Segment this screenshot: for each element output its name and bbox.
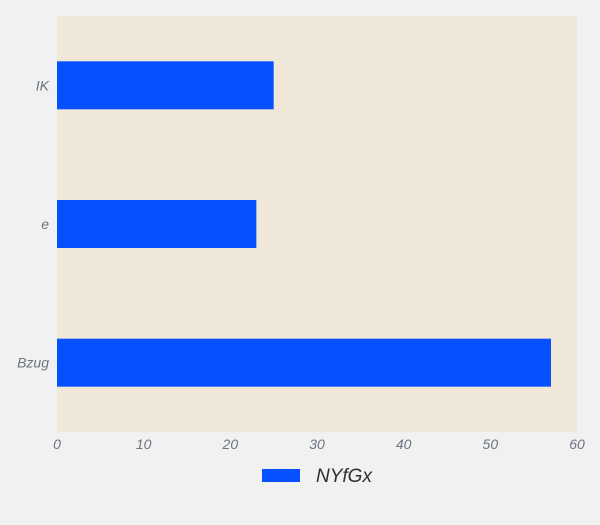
x-tick-label-60: 60 (569, 436, 585, 452)
legend-label: NYfGx (316, 466, 373, 487)
y-tick-label-IK: IK (36, 77, 50, 93)
bar-Bzug (57, 338, 551, 387)
bars-group (57, 61, 551, 387)
x-tick-label-30: 30 (309, 436, 325, 452)
x-tick-label-10: 10 (136, 436, 152, 452)
legend-swatch (262, 469, 300, 482)
bar-IK (57, 61, 274, 110)
x-tick-label-20: 20 (222, 436, 239, 452)
x-tick-label-0: 0 (53, 436, 61, 452)
y-tick-label-e: e (41, 216, 49, 232)
x-tick-label-40: 40 (396, 436, 412, 452)
y-tick-labels: IK e Bzug (17, 77, 50, 370)
y-tick-label-Bzug: Bzug (17, 355, 49, 371)
x-tick-label-50: 50 (483, 436, 499, 452)
bar-e (57, 200, 257, 248)
x-tick-labels: 0 10 20 30 40 50 60 (53, 436, 585, 452)
legend: NYfGx (262, 466, 373, 487)
